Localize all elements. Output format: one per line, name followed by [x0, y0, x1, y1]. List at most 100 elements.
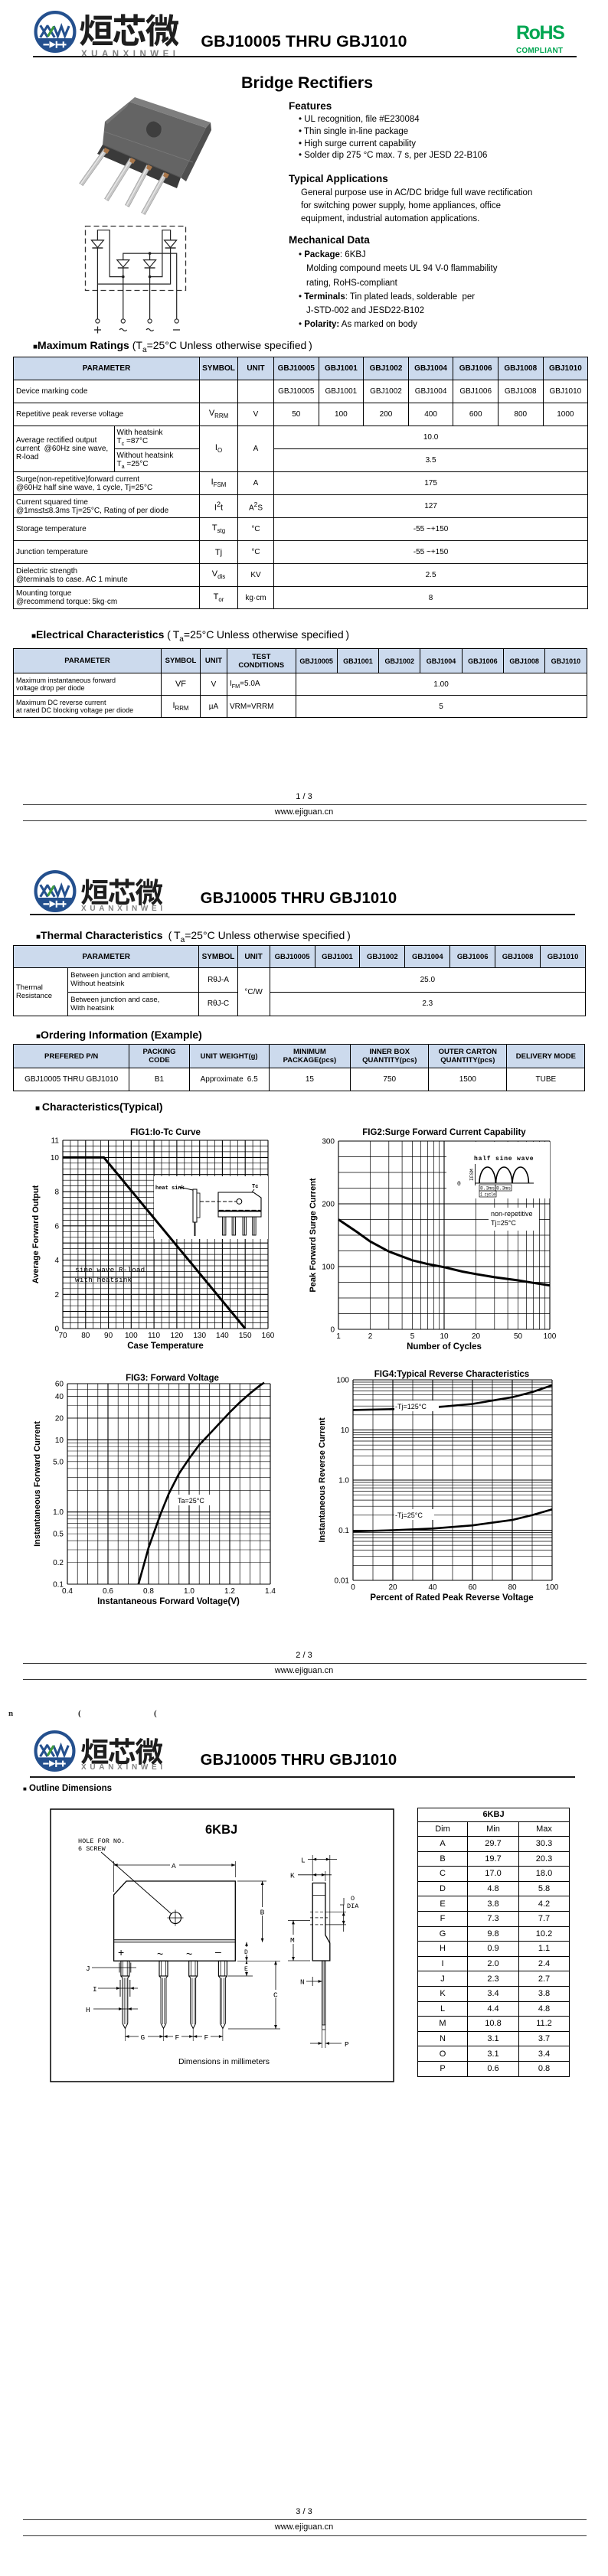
svg-text:8.3ms: 8.3ms: [496, 1186, 511, 1192]
svg-text:80: 80: [81, 1332, 90, 1340]
svg-text:300: 300: [322, 1138, 335, 1146]
svg-text:Instantaneous Reverse Current: Instantaneous Reverse Current: [318, 1417, 327, 1543]
svg-text:HOLE FOR NO.: HOLE FOR NO.: [78, 1837, 125, 1845]
svg-text:20: 20: [55, 1415, 64, 1423]
svg-text:N: N: [300, 1978, 305, 1987]
svg-text:1.4: 1.4: [265, 1587, 276, 1596]
svg-text:FIG2:Surge Forward Current Cap: FIG2:Surge Forward Current Capability: [362, 1128, 526, 1137]
svg-text:6 SCREW: 6 SCREW: [78, 1845, 106, 1853]
svg-text:IFSM: IFSM: [469, 1169, 475, 1181]
svg-text:0: 0: [330, 1326, 335, 1335]
svg-text:Peak Forward Surge Current: Peak Forward Surge Current: [309, 1178, 318, 1292]
svg-text:0.1: 0.1: [53, 1581, 64, 1590]
svg-text:5: 5: [410, 1332, 415, 1341]
svg-text:heat sink: heat sink: [155, 1185, 185, 1192]
svg-text:0: 0: [351, 1583, 355, 1592]
svg-text:100: 100: [336, 1377, 349, 1385]
svg-text:Instantaneous Forward Voltage(: Instantaneous Forward Voltage(V): [97, 1597, 240, 1606]
svg-text:8.3ms: 8.3ms: [480, 1186, 495, 1192]
svg-text:C: C: [273, 1991, 278, 2000]
svg-text:Instantaneous Forward Current: Instantaneous Forward Current: [33, 1421, 42, 1547]
svg-text:0: 0: [457, 1181, 461, 1188]
svg-text:8: 8: [54, 1189, 59, 1197]
svg-text:F: F: [204, 2033, 209, 2042]
svg-text:~: ~: [157, 1948, 163, 1960]
svg-text:40: 40: [55, 1393, 64, 1401]
svg-text:0.8: 0.8: [143, 1587, 154, 1596]
svg-text:0: 0: [54, 1325, 59, 1334]
svg-text:J: J: [86, 1965, 90, 1973]
svg-text:2: 2: [368, 1332, 373, 1341]
svg-text:120: 120: [171, 1332, 184, 1340]
svg-text:10: 10: [55, 1436, 64, 1445]
svg-text:0.5: 0.5: [53, 1531, 64, 1539]
svg-text:40: 40: [428, 1583, 437, 1592]
svg-text:DIA: DIA: [347, 1903, 359, 1910]
svg-text:100: 100: [322, 1264, 335, 1272]
svg-text:~: ~: [186, 1948, 192, 1960]
svg-text:100: 100: [125, 1332, 138, 1340]
svg-text:Tc: Tc: [252, 1184, 258, 1190]
svg-text:1 cycle: 1 cycle: [480, 1192, 495, 1198]
svg-text:Ta=25°C: Ta=25°C: [178, 1497, 204, 1505]
svg-text:E: E: [244, 1966, 248, 1973]
svg-text:100: 100: [544, 1332, 557, 1341]
svg-text:50: 50: [514, 1332, 523, 1341]
svg-text:10: 10: [51, 1154, 60, 1162]
svg-text:-Tj=125°C: -Tj=125°C: [395, 1403, 427, 1410]
svg-text:60: 60: [468, 1583, 477, 1592]
svg-text:200: 200: [322, 1201, 335, 1209]
svg-text:Percent of Rated Peak Reverse: Percent of Rated Peak Reverse Voltage: [370, 1593, 533, 1603]
svg-text:FIG3: Forward Voltage: FIG3: Forward Voltage: [126, 1374, 219, 1383]
svg-text:4: 4: [54, 1257, 59, 1265]
svg-text:non-repetitive: non-repetitive: [491, 1210, 533, 1218]
svg-text:half sine wave: half sine wave: [474, 1156, 534, 1162]
svg-text:130: 130: [193, 1332, 206, 1340]
svg-text:–: –: [215, 1945, 221, 1958]
svg-text:90: 90: [104, 1332, 113, 1340]
svg-text:Case Temperature: Case Temperature: [127, 1342, 204, 1351]
svg-text:Average Forward Output: Average Forward Output: [31, 1185, 41, 1283]
svg-text:H: H: [86, 2006, 90, 2014]
svg-text:Dimensions in millimeters: Dimensions in millimeters: [178, 2057, 270, 2066]
svg-text:11: 11: [51, 1137, 60, 1146]
svg-text:G: G: [141, 2033, 145, 2042]
svg-text:1.2: 1.2: [224, 1587, 235, 1596]
svg-text:K: K: [290, 1872, 295, 1880]
svg-text:60: 60: [55, 1381, 64, 1389]
svg-text:+: +: [118, 1946, 124, 1958]
svg-text:FIG1:Io-Tc Curve: FIG1:Io-Tc Curve: [130, 1128, 201, 1137]
svg-text:B: B: [260, 1909, 265, 1917]
svg-text:1.0: 1.0: [338, 1477, 349, 1485]
svg-text:with heatsink: with heatsink: [75, 1276, 132, 1284]
svg-text:sine wave R-load: sine wave R-load: [75, 1266, 145, 1274]
svg-text:20: 20: [388, 1583, 397, 1592]
svg-text:M: M: [290, 1936, 295, 1945]
svg-text:110: 110: [148, 1332, 160, 1340]
svg-text:D: D: [244, 1949, 248, 1956]
svg-text:10: 10: [440, 1332, 449, 1341]
svg-text:1.0: 1.0: [184, 1587, 194, 1596]
svg-text:160: 160: [262, 1332, 275, 1340]
svg-text:I: I: [93, 1985, 97, 1994]
svg-text:0.6: 0.6: [103, 1587, 113, 1596]
svg-text:A: A: [172, 1862, 176, 1870]
svg-text:10: 10: [341, 1427, 350, 1435]
svg-text:FIG4:Typical Reverse Character: FIG4:Typical Reverse Characteristics: [374, 1370, 529, 1379]
svg-text:20: 20: [472, 1332, 481, 1341]
svg-text:2: 2: [54, 1291, 59, 1299]
svg-text:6KBJ: 6KBJ: [205, 1823, 237, 1837]
svg-text:0.4: 0.4: [62, 1587, 73, 1596]
svg-text:1.0: 1.0: [53, 1508, 64, 1517]
svg-text:1: 1: [336, 1332, 341, 1341]
svg-text:70: 70: [58, 1332, 67, 1340]
svg-text:0.01: 0.01: [335, 1577, 350, 1586]
svg-text:F: F: [175, 2033, 180, 2042]
svg-text:-Tj=25°C: -Tj=25°C: [395, 1511, 423, 1519]
svg-text:100: 100: [546, 1583, 559, 1592]
svg-text:5.0: 5.0: [53, 1458, 64, 1466]
svg-text:L: L: [301, 1857, 306, 1865]
svg-text:0.1: 0.1: [338, 1527, 349, 1535]
svg-text:6: 6: [54, 1222, 59, 1231]
svg-text:O: O: [351, 1895, 355, 1903]
